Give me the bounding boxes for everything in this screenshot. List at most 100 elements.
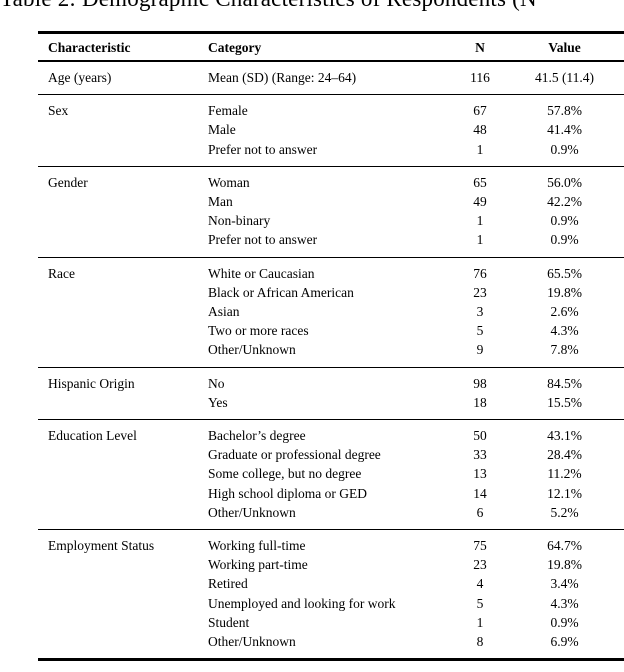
table-caption: Table 2: Demographic Characteristics of … — [0, 0, 537, 11]
category-cell: Prefer not to answer — [208, 141, 318, 157]
characteristic-cell — [38, 211, 208, 230]
value-cell: 0.9% — [550, 141, 579, 157]
demographics-table: Characteristic Category N Value Age (yea… — [38, 31, 624, 662]
category-cell: Mean (SD) (Range: 24–64) — [208, 70, 357, 85]
characteristic-cell: Employment Status — [48, 538, 155, 554]
characteristic-cell — [38, 574, 208, 593]
table-section: Employment Status Working full-time 75 64.7… — [38, 530, 624, 658]
table-row: Other/Unknown 6 5.2% — [38, 503, 624, 522]
n-cell: 14 — [473, 485, 487, 501]
table-row: Male 48 41.4% — [38, 120, 624, 139]
characteristic-cell — [38, 632, 208, 651]
n-cell: 1 — [476, 141, 484, 157]
category-cell: Prefer not to answer — [208, 232, 318, 248]
category-cell: Man — [208, 194, 233, 210]
value-cell: 15.5% — [547, 394, 582, 410]
value-cell: 84.5% — [547, 375, 582, 391]
characteristic-cell — [38, 230, 208, 249]
col-header-characteristic: Characteristic — [48, 40, 131, 55]
table-row: Non-binary 1 0.9% — [38, 211, 624, 230]
table-row: Retired 4 3.4% — [38, 574, 624, 593]
characteristic-cell — [38, 555, 208, 574]
n-cell: 8 — [476, 634, 484, 650]
category-cell: Working full-time — [208, 538, 306, 554]
table-row: Education Level Bachelor’s degree 50 43.1% — [38, 426, 624, 445]
category-cell: High school diploma or GED — [208, 485, 367, 501]
n-cell: 76 — [473, 265, 487, 281]
value-cell: 43.1% — [547, 428, 582, 444]
table-section: Sex Female 67 57.8% Male 48 41.4% Prefer not to… — [38, 95, 624, 167]
table-row: Other/Unknown 9 7.8% — [38, 340, 624, 359]
category-cell: No — [208, 375, 225, 391]
characteristic-cell — [38, 484, 208, 503]
value-cell: 42.2% — [547, 194, 582, 210]
value-cell: 0.9% — [550, 213, 579, 229]
table-row: Hispanic Origin No 98 84.5% — [38, 374, 624, 393]
n-cell: 4 — [476, 576, 484, 592]
category-cell: Two or more races — [208, 323, 309, 339]
value-cell: 2.6% — [550, 304, 579, 320]
characteristic-cell — [38, 594, 208, 613]
category-cell: White or Caucasian — [208, 265, 315, 281]
table-row: Sex Female 67 57.8% — [38, 101, 624, 120]
characteristic-cell — [38, 340, 208, 359]
category-cell: Bachelor’s degree — [208, 428, 306, 444]
table-section: Education Level Bachelor’s degree 50 43.1% G… — [38, 420, 624, 531]
n-cell: 50 — [473, 428, 487, 444]
table-row: Other/Unknown 8 6.9% — [38, 632, 624, 651]
category-cell: Woman — [208, 174, 250, 190]
value-cell: 65.5% — [547, 265, 582, 281]
table-row: Yes 18 15.5% — [38, 393, 624, 412]
table-caption-clipped-region: Table 2: Demographic Characteristics of … — [0, 0, 624, 11]
characteristic-cell — [38, 393, 208, 412]
category-cell: Other/Unknown — [208, 342, 296, 358]
characteristic-cell — [38, 192, 208, 211]
value-cell: 64.7% — [547, 538, 582, 554]
value-cell: 41.5 (11.4) — [534, 70, 595, 85]
n-cell: 49 — [473, 194, 487, 210]
table-row: Black or African American 23 19.8% — [38, 283, 624, 302]
table-row: Asian 3 2.6% — [38, 302, 624, 321]
characteristic-cell: Education Level — [48, 428, 137, 444]
characteristic-cell — [38, 283, 208, 302]
table-row: Gender Woman 65 56.0% — [38, 173, 624, 192]
table-row: Unemployed and looking for work 5 4.3% — [38, 594, 624, 613]
table-section: Hispanic Origin No 98 84.5% Yes 18 15.5% — [38, 368, 624, 421]
value-cell: 5.2% — [550, 504, 579, 520]
value-cell: 7.8% — [550, 342, 579, 358]
value-cell: 57.8% — [547, 103, 582, 119]
characteristic-cell: Hispanic Origin — [48, 375, 135, 391]
category-cell: Some college, but no degree — [208, 466, 362, 482]
n-cell: 1 — [476, 614, 484, 630]
n-cell: 5 — [476, 595, 484, 611]
n-cell: 75 — [473, 538, 487, 554]
category-cell: Graduate or professional degree — [208, 447, 381, 463]
n-cell: 6 — [476, 504, 484, 520]
n-cell: 33 — [473, 447, 487, 463]
category-cell: Male — [208, 122, 236, 138]
characteristic-cell — [38, 120, 208, 139]
n-cell: 1 — [476, 232, 484, 248]
table-row: Working part-time 23 19.8% — [38, 555, 624, 574]
col-header-n: N — [475, 40, 485, 55]
value-cell: 4.3% — [550, 323, 579, 339]
value-cell: 11.2% — [547, 466, 582, 482]
table-section: Gender Woman 65 56.0% Man 49 42.2% Non-binary 1 0… — [38, 167, 624, 258]
characteristic-cell — [38, 503, 208, 522]
category-cell: Student — [208, 614, 250, 630]
category-cell: Unemployed and looking for work — [208, 595, 396, 611]
table-body: Age (years) Mean (SD) (Range: 24–64) 116 41… — [38, 62, 624, 658]
value-cell: 41.4% — [547, 122, 582, 138]
characteristic-cell: Sex — [48, 103, 69, 119]
characteristic-cell: Race — [48, 265, 75, 281]
characteristic-cell — [38, 613, 208, 632]
category-cell: Black or African American — [208, 284, 354, 300]
value-cell: 4.3% — [550, 595, 579, 611]
table-row: Graduate or professional degree 33 28.4% — [38, 445, 624, 464]
value-cell: 19.8% — [547, 557, 582, 573]
table-row: Race White or Caucasian 76 65.5% — [38, 264, 624, 283]
n-cell: 9 — [476, 342, 484, 358]
table-row: Employment Status Working full-time 75 64.7… — [38, 536, 624, 555]
table-row: Two or more races 5 4.3% — [38, 321, 624, 340]
